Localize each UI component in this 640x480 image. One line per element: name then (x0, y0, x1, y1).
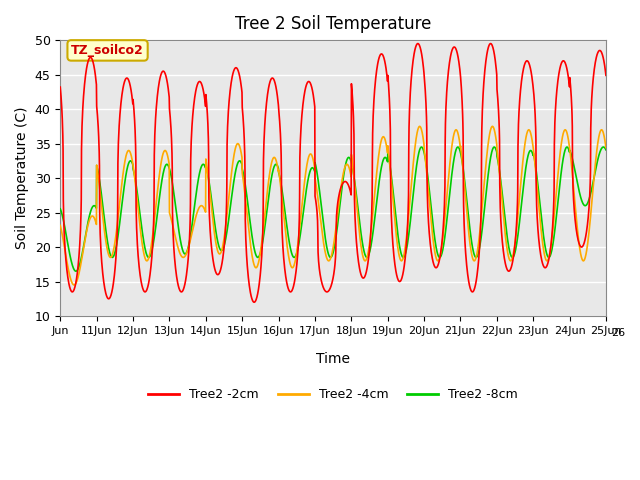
Text: TZ_soilco2: TZ_soilco2 (71, 44, 144, 57)
Legend: Tree2 -2cm, Tree2 -4cm, Tree2 -8cm: Tree2 -2cm, Tree2 -4cm, Tree2 -8cm (143, 383, 524, 406)
Text: 26: 26 (611, 328, 625, 338)
Title: Tree 2 Soil Temperature: Tree 2 Soil Temperature (235, 15, 431, 33)
X-axis label: Time: Time (316, 352, 350, 366)
Y-axis label: Soil Temperature (C): Soil Temperature (C) (15, 107, 29, 249)
